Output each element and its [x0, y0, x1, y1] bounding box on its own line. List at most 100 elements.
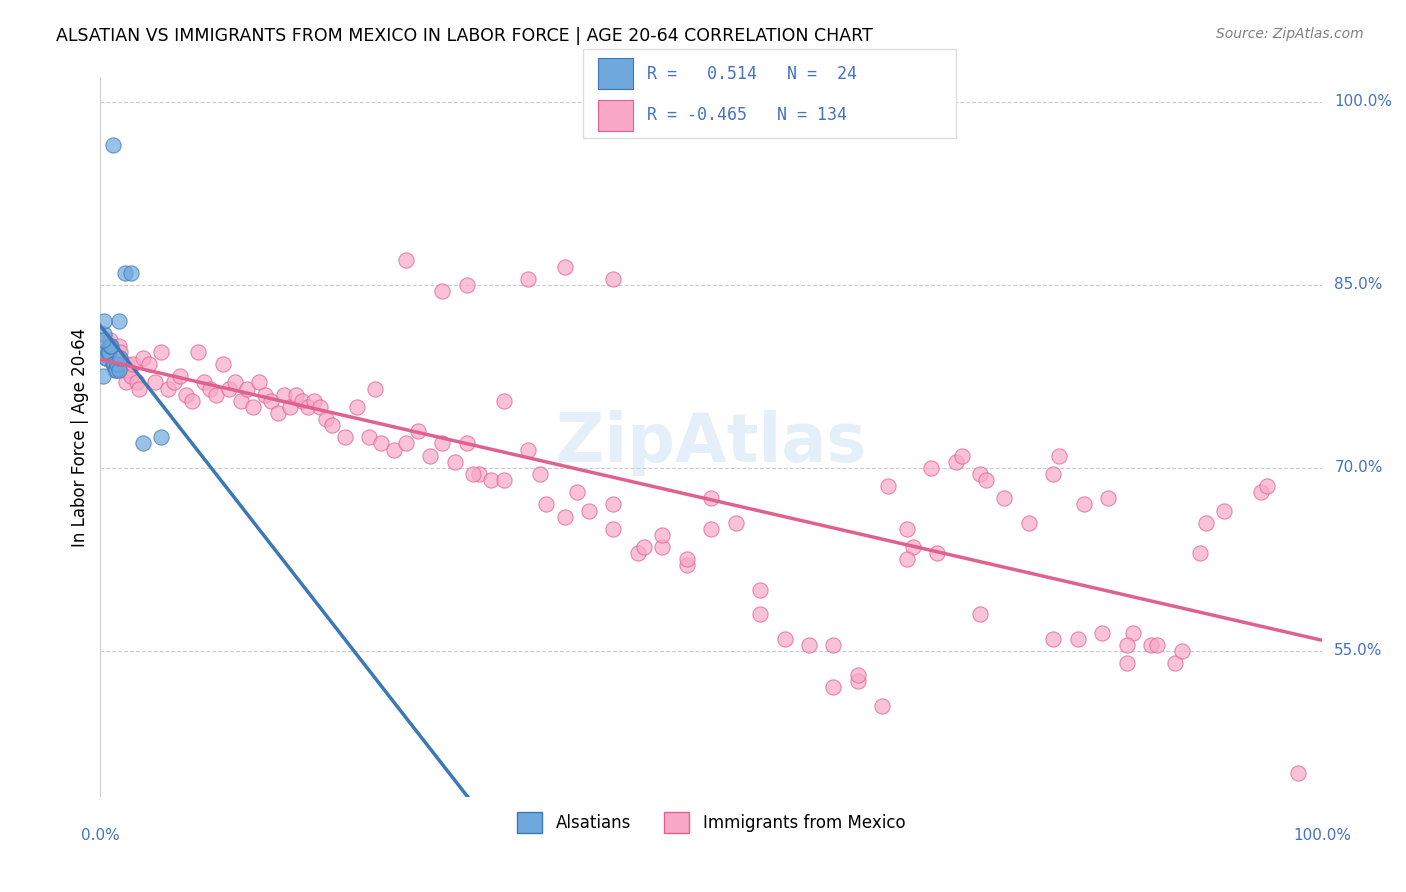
- Point: [260, 393, 283, 408]
- Point: [529, 467, 551, 481]
- Point: [174, 387, 197, 401]
- Text: 85.0%: 85.0%: [1334, 277, 1382, 293]
- Point: [1146, 638, 1168, 652]
- Point: [877, 479, 900, 493]
- Point: [675, 552, 697, 566]
- Point: [132, 436, 155, 450]
- Point: [115, 376, 138, 390]
- Text: 70.0%: 70.0%: [1334, 460, 1382, 475]
- Text: R = -0.465   N = 134: R = -0.465 N = 134: [647, 106, 846, 124]
- Point: [205, 387, 228, 401]
- Point: [163, 376, 186, 390]
- Point: [1250, 485, 1272, 500]
- Text: Source: ZipAtlas.com: Source: ZipAtlas.com: [1216, 27, 1364, 41]
- Point: [93, 314, 115, 328]
- Point: [700, 491, 723, 506]
- Point: [461, 467, 484, 481]
- Point: [578, 503, 600, 517]
- Point: [242, 400, 264, 414]
- Point: [211, 357, 233, 371]
- Point: [333, 430, 356, 444]
- Point: [443, 455, 465, 469]
- Point: [1140, 638, 1163, 652]
- Point: [950, 449, 973, 463]
- Point: [120, 369, 142, 384]
- Point: [1213, 503, 1236, 517]
- Point: [100, 339, 122, 353]
- Text: 100.0%: 100.0%: [1334, 95, 1392, 110]
- Point: [309, 400, 332, 414]
- Point: [101, 345, 124, 359]
- Point: [266, 406, 288, 420]
- Point: [156, 382, 179, 396]
- Point: [93, 369, 115, 384]
- Point: [104, 357, 127, 371]
- Point: [896, 522, 918, 536]
- Point: [111, 357, 134, 371]
- Point: [395, 436, 418, 450]
- Point: [846, 674, 869, 689]
- Point: [302, 393, 325, 408]
- Point: [536, 498, 558, 512]
- Point: [1042, 632, 1064, 646]
- Point: [969, 467, 991, 481]
- Point: [1042, 467, 1064, 481]
- Point: [117, 363, 139, 377]
- Point: [218, 382, 240, 396]
- Point: [108, 345, 131, 359]
- Point: [456, 436, 478, 450]
- Point: [627, 546, 650, 560]
- Text: 55.0%: 55.0%: [1334, 643, 1382, 658]
- Point: [254, 387, 277, 401]
- Legend: Alsatians, Immigrants from Mexico: Alsatians, Immigrants from Mexico: [510, 805, 912, 839]
- Point: [132, 351, 155, 365]
- Point: [432, 436, 454, 450]
- Point: [200, 382, 222, 396]
- Point: [284, 387, 307, 401]
- Point: [370, 436, 392, 450]
- Point: [974, 473, 997, 487]
- Point: [359, 430, 381, 444]
- Point: [107, 357, 129, 371]
- Point: [150, 430, 173, 444]
- Point: [96, 351, 118, 365]
- Point: [115, 357, 138, 371]
- Point: [797, 638, 820, 652]
- Point: [101, 137, 124, 152]
- Point: [651, 528, 673, 542]
- Point: [128, 382, 150, 396]
- Point: [98, 339, 121, 353]
- Point: [1164, 656, 1187, 670]
- Point: [105, 351, 128, 365]
- Point: [297, 400, 319, 414]
- Point: [236, 382, 259, 396]
- Point: [104, 363, 127, 377]
- Point: [456, 277, 478, 292]
- Point: [364, 382, 387, 396]
- Point: [1091, 625, 1114, 640]
- Point: [1188, 546, 1211, 560]
- Point: [107, 314, 129, 328]
- Point: [125, 376, 148, 390]
- Point: [103, 351, 125, 365]
- Point: [565, 485, 588, 500]
- Point: [492, 473, 515, 487]
- Point: [1049, 449, 1071, 463]
- Point: [602, 498, 624, 512]
- Point: [602, 271, 624, 285]
- Point: [1067, 632, 1090, 646]
- Point: [120, 266, 142, 280]
- Point: [1073, 498, 1095, 512]
- Point: [93, 326, 115, 341]
- Point: [1170, 644, 1192, 658]
- Point: [1097, 491, 1119, 506]
- Point: [193, 376, 215, 390]
- Point: [993, 491, 1015, 506]
- Point: [94, 345, 117, 359]
- Text: ZipAtlas: ZipAtlas: [557, 410, 866, 476]
- Point: [107, 363, 129, 377]
- Point: [96, 351, 118, 365]
- Point: [1256, 479, 1278, 493]
- Point: [969, 607, 991, 622]
- Point: [181, 393, 204, 408]
